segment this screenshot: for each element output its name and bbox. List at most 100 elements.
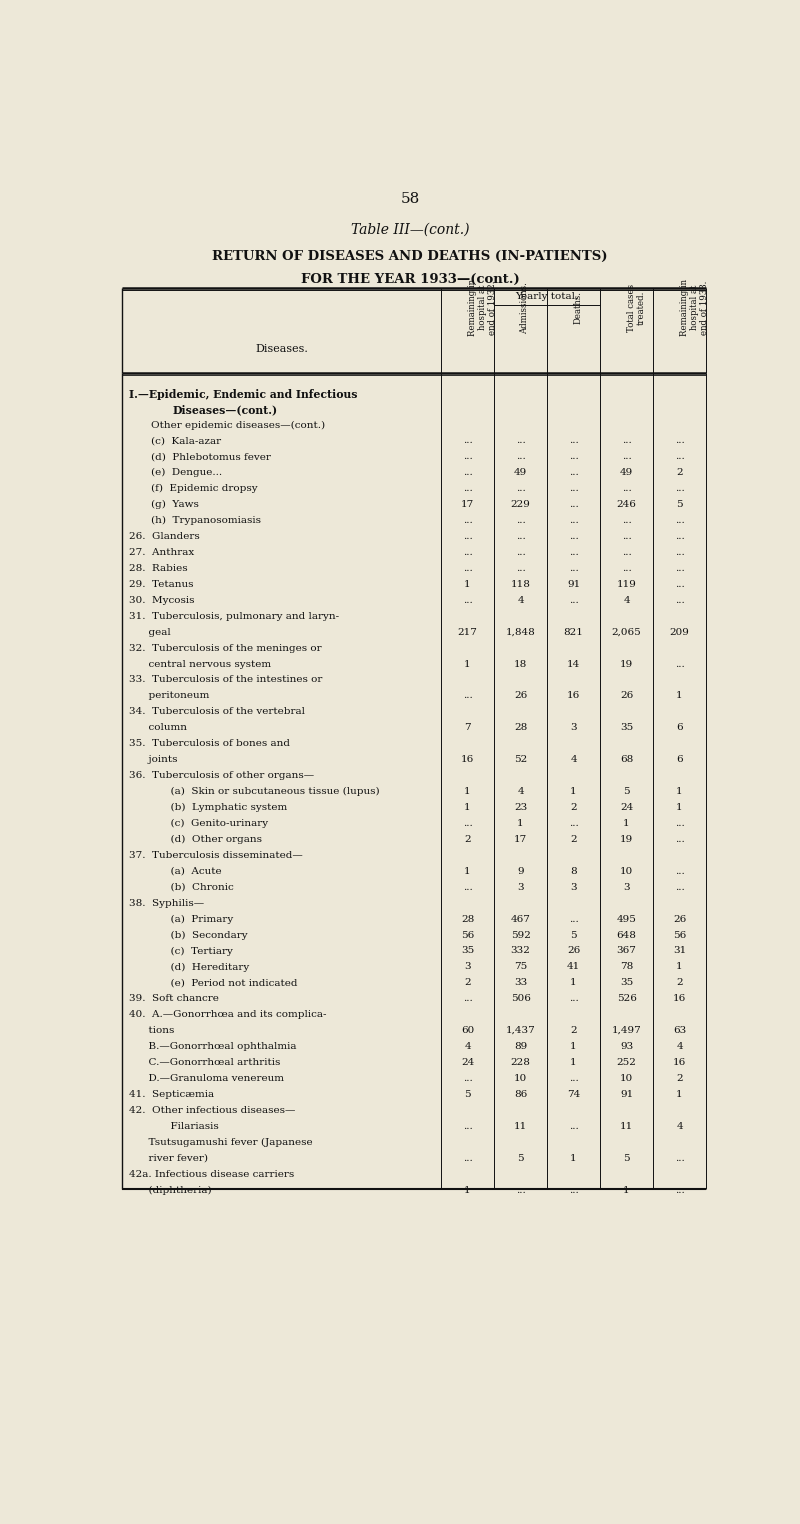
Text: 3: 3: [623, 882, 630, 892]
Text: ...: ...: [516, 453, 526, 462]
Text: 27.  Anthrax: 27. Anthrax: [130, 549, 194, 556]
Text: 4: 4: [464, 1042, 471, 1052]
Text: ...: ...: [674, 579, 685, 588]
Text: Remaining in
hospital at
end of 1933.: Remaining in hospital at end of 1933.: [679, 279, 710, 337]
Text: 9: 9: [518, 867, 524, 876]
Text: ...: ...: [569, 532, 578, 541]
Text: column: column: [130, 724, 187, 733]
Text: ...: ...: [674, 549, 685, 556]
Text: (h)  Trypanosomiasis: (h) Trypanosomiasis: [151, 517, 261, 526]
Text: Admissions.: Admissions.: [521, 282, 530, 334]
Text: 3: 3: [570, 724, 577, 733]
Text: 2: 2: [570, 1026, 577, 1035]
Text: ...: ...: [569, 500, 578, 509]
Text: ...: ...: [569, 453, 578, 462]
Text: ...: ...: [569, 994, 578, 1003]
Text: ...: ...: [674, 867, 685, 876]
Text: central nervous system: central nervous system: [130, 660, 271, 669]
Text: ...: ...: [569, 549, 578, 556]
Text: ...: ...: [674, 1186, 685, 1195]
Text: 246: 246: [617, 500, 637, 509]
Text: 332: 332: [510, 946, 530, 956]
Text: C.—Gonorrhœal arthritis: C.—Gonorrhœal arthritis: [130, 1058, 281, 1067]
Text: 14: 14: [567, 660, 580, 669]
Text: (g)  Yaws: (g) Yaws: [151, 500, 199, 509]
Text: (d)  Other organs: (d) Other organs: [151, 835, 262, 844]
Text: (b)  Chronic: (b) Chronic: [151, 882, 234, 892]
Text: (e)  Period not indicated: (e) Period not indicated: [151, 978, 298, 988]
Text: ...: ...: [516, 436, 526, 445]
Text: 28: 28: [461, 914, 474, 924]
Text: 31.  Tuberculosis, pulmonary and laryn-: 31. Tuberculosis, pulmonary and laryn-: [130, 611, 339, 620]
Text: 28.  Rabies: 28. Rabies: [130, 564, 188, 573]
Text: 821: 821: [563, 628, 583, 637]
Text: 36.  Tuberculosis of other organs—: 36. Tuberculosis of other organs—: [130, 771, 314, 780]
Text: ...: ...: [462, 532, 472, 541]
Text: 40.  A.—Gonorrhœa and its complica-: 40. A.—Gonorrhœa and its complica-: [130, 1010, 327, 1020]
Text: 6: 6: [676, 756, 683, 764]
Text: ...: ...: [462, 596, 472, 605]
Text: 1: 1: [676, 803, 683, 812]
Text: 1: 1: [570, 1042, 577, 1052]
Text: 1: 1: [464, 579, 471, 588]
Text: (d)  Hereditary: (d) Hereditary: [151, 962, 250, 971]
Text: tions: tions: [130, 1026, 175, 1035]
Text: 10: 10: [620, 867, 633, 876]
Text: 74: 74: [567, 1090, 580, 1099]
Text: (b)  Secondary: (b) Secondary: [151, 931, 248, 940]
Text: 1: 1: [623, 818, 630, 828]
Text: 3: 3: [464, 962, 471, 971]
Text: 1,497: 1,497: [612, 1026, 642, 1035]
Text: 118: 118: [510, 579, 530, 588]
Text: ...: ...: [516, 1186, 526, 1195]
Text: ...: ...: [622, 549, 631, 556]
Text: 26: 26: [620, 692, 633, 701]
Text: 3: 3: [570, 882, 577, 892]
Text: ...: ...: [674, 818, 685, 828]
Text: 30.  Mycosis: 30. Mycosis: [130, 596, 195, 605]
Text: ...: ...: [622, 532, 631, 541]
Text: 1: 1: [676, 786, 683, 796]
Text: 24: 24: [461, 1058, 474, 1067]
Text: Diseases—(cont.): Diseases—(cont.): [172, 404, 277, 416]
Text: 86: 86: [514, 1090, 527, 1099]
Text: ...: ...: [569, 596, 578, 605]
Text: 91: 91: [567, 579, 580, 588]
Text: 28: 28: [514, 724, 527, 733]
Text: ...: ...: [569, 914, 578, 924]
Text: ...: ...: [674, 564, 685, 573]
Text: 2: 2: [464, 978, 471, 988]
Text: D.—Granuloma venereum: D.—Granuloma venereum: [130, 1074, 285, 1084]
Text: peritoneum: peritoneum: [130, 692, 210, 701]
Text: ...: ...: [462, 485, 472, 494]
Text: 1: 1: [518, 818, 524, 828]
Text: 16: 16: [461, 756, 474, 764]
Text: 1: 1: [570, 1154, 577, 1163]
Text: FOR THE YEAR 1933—(cont.): FOR THE YEAR 1933—(cont.): [301, 273, 519, 287]
Text: 467: 467: [510, 914, 530, 924]
Text: ...: ...: [674, 882, 685, 892]
Text: 506: 506: [510, 994, 530, 1003]
Text: Tsutsugamushi fever (Japanese: Tsutsugamushi fever (Japanese: [130, 1138, 313, 1148]
Text: (diphtheria): (diphtheria): [130, 1186, 212, 1195]
Text: ...: ...: [462, 549, 472, 556]
Text: ...: ...: [569, 818, 578, 828]
Text: 24: 24: [620, 803, 633, 812]
Text: ...: ...: [674, 596, 685, 605]
Text: 1: 1: [570, 978, 577, 988]
Text: 38.  Syphilis—: 38. Syphilis—: [130, 899, 205, 908]
Text: 2: 2: [676, 468, 683, 477]
Text: I.—Epidemic, Endemic and Infectious: I.—Epidemic, Endemic and Infectious: [130, 389, 358, 399]
Text: 26: 26: [514, 692, 527, 701]
Text: 75: 75: [514, 962, 527, 971]
Text: 1,848: 1,848: [506, 628, 535, 637]
Text: Deaths.: Deaths.: [574, 291, 582, 325]
Text: 2: 2: [676, 1074, 683, 1084]
Text: (a)  Acute: (a) Acute: [151, 867, 222, 876]
Text: 5: 5: [518, 1154, 524, 1163]
Text: 29.  Tetanus: 29. Tetanus: [130, 579, 194, 588]
Text: 26: 26: [673, 914, 686, 924]
Text: ...: ...: [462, 453, 472, 462]
Text: ...: ...: [622, 517, 631, 526]
Text: 33.  Tuberculosis of the intestines or: 33. Tuberculosis of the intestines or: [130, 675, 323, 684]
